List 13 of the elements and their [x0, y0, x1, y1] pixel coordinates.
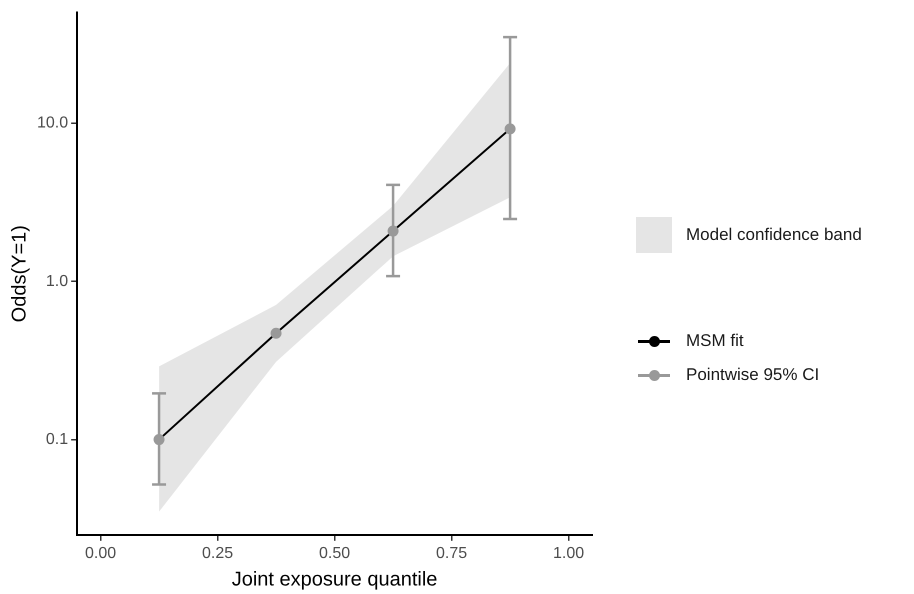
y-tick-label: 1.0: [46, 272, 68, 290]
x-tick-label: 0.50: [319, 544, 350, 562]
x-tick-label: 0.25: [202, 544, 234, 562]
x-tick-label: 0.00: [84, 544, 116, 562]
y-tick-label: 10.0: [37, 114, 68, 132]
x-tick-label: 1.00: [553, 544, 584, 562]
legend-label: Pointwise 95% CI: [686, 365, 820, 385]
y-axis-title: Odds(Y=1): [8, 225, 31, 322]
x-axis-title: Joint exposure quantile: [232, 568, 438, 591]
y-tick-label: 0.1: [46, 430, 68, 448]
legend-label: MSM fit: [686, 331, 744, 351]
legend-label: Model confidence band: [686, 225, 862, 245]
x-tick-label: 0.75: [436, 544, 468, 562]
